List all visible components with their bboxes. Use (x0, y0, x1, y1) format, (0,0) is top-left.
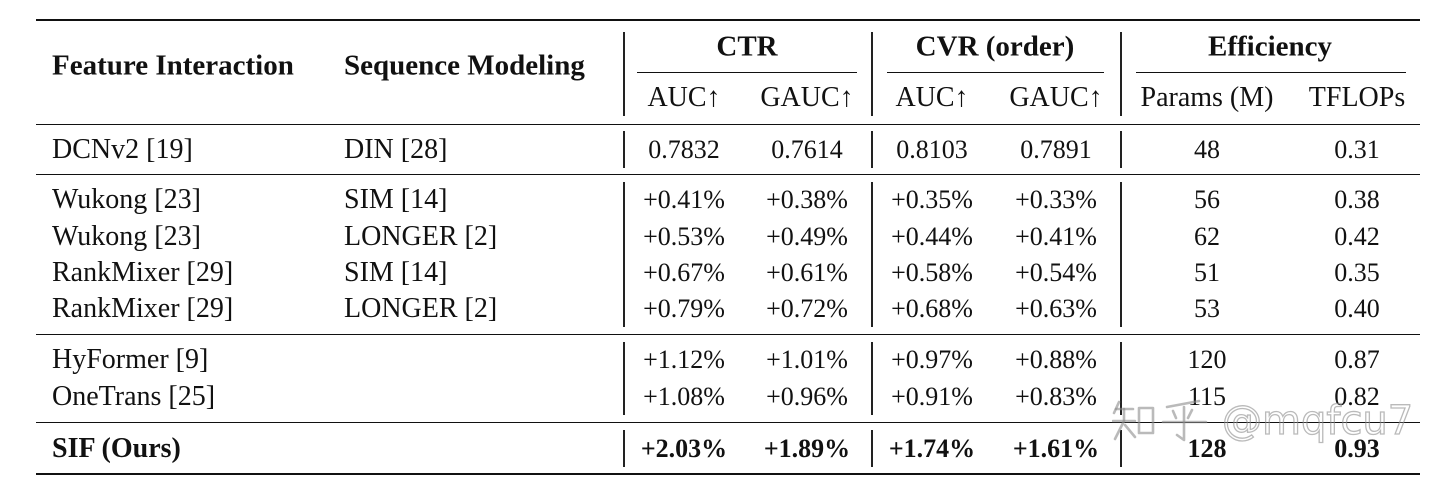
efficiency-group-rule (1136, 72, 1406, 73)
cell-feature-interaction: HyFormer [9] (52, 344, 209, 375)
cell-sequence-modeling: SIM [14] (344, 257, 448, 288)
cell-params: 128 (1187, 434, 1227, 463)
cell-cvr-gauc: +1.61% (1012, 434, 1100, 463)
cell-cvr-gauc: +0.88% (1015, 345, 1097, 374)
group-rule (36, 174, 1420, 175)
cell-ctr-auc: +2.03% (640, 434, 728, 463)
header-ctr-gauc: GAUC↑ (760, 82, 854, 113)
cvr-group-rule (887, 72, 1104, 73)
cell-params: 56 (1194, 185, 1220, 214)
cell-tflops: 0.82 (1334, 382, 1380, 411)
column-separator (623, 131, 625, 168)
column-separator (1120, 32, 1122, 116)
cell-cvr-gauc: +0.54% (1015, 258, 1097, 287)
cell-cvr-auc: +0.58% (891, 258, 973, 287)
cell-ctr-gauc: 0.7614 (771, 135, 843, 164)
cell-tflops: 0.35 (1334, 258, 1380, 287)
cell-feature-interaction: SIF (Ours) (52, 433, 181, 464)
cell-cvr-gauc: +0.63% (1015, 294, 1097, 323)
cell-feature-interaction: Wukong [23] (52, 184, 201, 215)
cell-ctr-gauc: +0.49% (766, 222, 848, 251)
cell-ctr-gauc: +1.89% (763, 434, 851, 463)
cell-cvr-gauc: +0.41% (1015, 222, 1097, 251)
watermark-logo (1112, 399, 1208, 442)
group-rule (36, 422, 1420, 423)
cell-ctr-gauc: +0.96% (766, 382, 848, 411)
cell-tflops: 0.87 (1334, 345, 1380, 374)
cell-ctr-gauc: +1.01% (766, 345, 848, 374)
cell-sequence-modeling: LONGER [2] (344, 221, 498, 252)
column-separator (1120, 131, 1122, 168)
cell-ctr-gauc: +0.38% (766, 185, 848, 214)
header-cvr-auc: AUC↑ (895, 82, 969, 113)
cell-ctr-gauc: +0.61% (766, 258, 848, 287)
header-cvr-gauc: GAUC↑ (1009, 82, 1103, 113)
column-separator (623, 182, 625, 327)
header-feature-interaction: Feature Interaction (52, 49, 294, 82)
column-separator (871, 182, 873, 327)
cell-params: 48 (1194, 135, 1220, 164)
column-separator (623, 32, 625, 116)
cell-cvr-auc: +0.91% (891, 382, 973, 411)
column-separator (871, 430, 873, 467)
ctr-group-rule (637, 72, 857, 73)
cell-cvr-auc: +0.35% (891, 185, 973, 214)
column-separator (623, 430, 625, 467)
column-separator (871, 131, 873, 168)
cell-feature-interaction: DCNv2 [19] (52, 134, 193, 165)
cell-feature-interaction: RankMixer [29] (52, 257, 234, 288)
header-params: Params (M) (1140, 82, 1274, 113)
watermark-handle: @mqfcu7 (1221, 398, 1414, 444)
header-group-ctr: CTR (716, 30, 778, 63)
cell-sequence-modeling: SIM [14] (344, 184, 448, 215)
cell-tflops: 0.31 (1334, 135, 1380, 164)
column-separator (1120, 182, 1122, 327)
column-separator (871, 32, 873, 116)
top-rule (36, 19, 1420, 21)
cell-feature-interaction: OneTrans [25] (52, 381, 216, 412)
cell-params: 115 (1187, 382, 1227, 411)
header-sequence-modeling: Sequence Modeling (344, 49, 585, 82)
cell-params: 53 (1194, 294, 1220, 323)
cell-cvr-auc: +0.44% (891, 222, 973, 251)
header-rule (36, 124, 1420, 125)
cell-tflops: 0.42 (1334, 222, 1380, 251)
cell-params: 51 (1194, 258, 1220, 287)
cell-ctr-auc: +1.08% (643, 382, 725, 411)
cell-params: 120 (1187, 345, 1227, 374)
cell-feature-interaction: Wukong [23] (52, 221, 201, 252)
cell-cvr-auc: +0.97% (891, 345, 973, 374)
cell-cvr-auc: 0.8103 (896, 135, 968, 164)
cell-cvr-gauc: 0.7891 (1020, 135, 1092, 164)
header-tflops: TFLOPs (1308, 82, 1406, 113)
cell-params: 62 (1194, 222, 1220, 251)
cell-cvr-gauc: +0.83% (1015, 382, 1097, 411)
column-separator (1120, 342, 1122, 415)
column-separator (1120, 430, 1122, 467)
cell-ctr-auc: +0.79% (643, 294, 725, 323)
column-separator (871, 342, 873, 415)
header-ctr-auc: AUC↑ (647, 82, 721, 113)
cell-sequence-modeling: LONGER [2] (344, 293, 498, 324)
cell-ctr-auc: +0.41% (643, 185, 725, 214)
cell-ctr-auc: +0.53% (643, 222, 725, 251)
cell-tflops: 0.93 (1334, 434, 1380, 463)
cell-feature-interaction: RankMixer [29] (52, 293, 234, 324)
cell-ctr-gauc: +0.72% (766, 294, 848, 323)
cell-sequence-modeling: DIN [28] (344, 134, 448, 165)
cell-ctr-auc: +0.67% (643, 258, 725, 287)
header-group-efficiency: Efficiency (1207, 30, 1333, 63)
group-rule (36, 334, 1420, 335)
cell-cvr-auc: +0.68% (891, 294, 973, 323)
cell-tflops: 0.40 (1334, 294, 1380, 323)
cell-ctr-auc: +1.12% (643, 345, 725, 374)
cell-cvr-auc: +1.74% (888, 434, 976, 463)
bottom-rule (36, 473, 1420, 475)
cell-cvr-gauc: +0.33% (1015, 185, 1097, 214)
cell-tflops: 0.38 (1334, 185, 1380, 214)
column-separator (623, 342, 625, 415)
header-group-cvr: CVR (order) (915, 30, 1075, 63)
cell-ctr-auc: 0.7832 (648, 135, 720, 164)
